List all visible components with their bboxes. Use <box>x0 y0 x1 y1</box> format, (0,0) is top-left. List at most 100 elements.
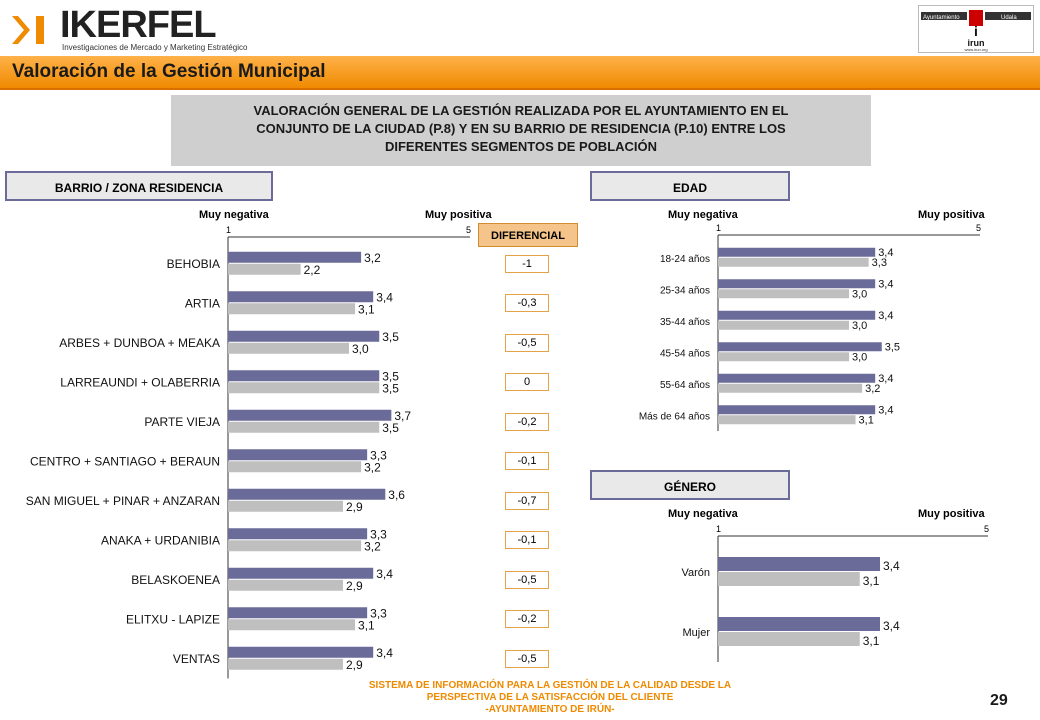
diferencial-value: 0 <box>505 373 549 392</box>
diferencial-value: -0,5 <box>505 333 549 352</box>
data-label: 3,5 <box>885 341 900 353</box>
ikerfel-logo-tagline: Investigaciones de Mercado y Marketing E… <box>62 43 248 52</box>
bar-series-b <box>718 257 869 267</box>
data-label: 3,3 <box>370 527 387 541</box>
data-label: 2,2 <box>304 263 321 277</box>
data-label: 2,9 <box>346 658 363 672</box>
irun-logo-url: www.irun.org <box>964 47 987 52</box>
category-label: 55-64 años <box>660 380 710 391</box>
irun-logo-name: irun <box>968 38 985 48</box>
subtitle-line: VALORACIÓN GENERAL DE LA GESTIÓN REALIZA… <box>253 103 789 118</box>
bar-series-a <box>228 370 380 382</box>
data-label: 3,1 <box>863 574 880 588</box>
axis-tick-min: 1 <box>226 225 231 235</box>
footer-line: PERSPECTIVA DE LA SATISFACCIÓN DEL CLIEN… <box>426 692 674 703</box>
scale-high-label: Muy positiva <box>918 508 985 520</box>
bar-series-a <box>228 251 362 263</box>
bar-series-b <box>718 289 849 299</box>
diferencial-value: -0,1 <box>505 531 549 550</box>
ikerfel-logo-word: IKERFEL <box>60 4 217 46</box>
bar-series-b <box>228 342 349 354</box>
data-label: 3,5 <box>382 381 399 395</box>
category-label: SAN MIGUEL + PINAR + ANZARAN <box>26 494 220 508</box>
data-label: 3,4 <box>883 559 900 573</box>
data-label: 3,4 <box>878 373 893 385</box>
category-label: ANAKA + URDANIBIA <box>101 533 220 547</box>
data-label: 3,7 <box>394 409 411 423</box>
bar-series-a <box>228 330 380 342</box>
data-label: 3,6 <box>388 488 405 502</box>
data-label: 3,2 <box>865 383 880 395</box>
category-label: PARTE VIEJA <box>144 415 220 429</box>
axis-tick-max: 5 <box>984 524 989 534</box>
data-label: 3,1 <box>358 618 375 632</box>
bar-series-b <box>228 579 343 591</box>
diferencial-value: -0,3 <box>505 294 549 313</box>
data-label: 3,0 <box>852 288 867 300</box>
bar-series-a <box>718 405 876 415</box>
footer-text: SISTEMA DE INFORMACIÓN PARA LA GESTIÓN D… <box>300 680 800 716</box>
axis-tick-min: 1 <box>716 524 721 534</box>
bar-series-b <box>228 658 343 670</box>
bar-series-a <box>228 488 386 500</box>
data-label: 3,5 <box>382 330 399 344</box>
irun-logo-top-right: Udala <box>1001 15 1017 21</box>
bar-series-b <box>718 383 863 393</box>
bar-series-b <box>718 352 849 362</box>
bar-series-a <box>228 567 374 579</box>
bar-series-b <box>718 572 860 586</box>
page-title: Valoración de la Gestión Municipal <box>12 61 326 82</box>
scale-high-label: Muy positiva <box>425 209 492 221</box>
bar-series-a <box>718 617 880 631</box>
bar-series-b <box>228 303 356 315</box>
data-label: 3,2 <box>364 460 381 474</box>
subtitle-line: CONJUNTO DE LA CIUDAD (P.8) Y EN SU BARR… <box>256 121 786 136</box>
data-label: 3,0 <box>852 351 867 363</box>
category-label: LARREAUNDI + OLABERRIA <box>60 375 220 389</box>
bar-series-a <box>228 449 368 461</box>
diferencial-header: DIFERENCIAL <box>478 223 578 247</box>
axis-tick-max: 5 <box>976 223 981 233</box>
bar-series-a <box>718 247 876 257</box>
bar-series-b <box>718 632 860 646</box>
bar-series-a <box>718 310 876 320</box>
bar-series-a <box>718 373 876 383</box>
data-label: 3,0 <box>852 320 867 332</box>
diferencial-value: -0,2 <box>505 412 549 431</box>
ikerfel-logo-mark <box>12 16 44 44</box>
category-label: 25-34 años <box>660 285 710 296</box>
subtitle: VALORACIÓN GENERAL DE LA GESTIÓN REALIZA… <box>171 102 871 156</box>
bar-series-b <box>228 382 380 394</box>
category-label: 18-24 años <box>660 254 710 265</box>
category-label: VENTAS <box>173 652 220 666</box>
diferencial-value: -0,5 <box>505 649 549 668</box>
section-genero: GÉNERO <box>590 470 790 500</box>
bar-series-b <box>718 415 856 425</box>
bar-series-a <box>228 291 374 303</box>
data-label: 3,1 <box>859 414 874 426</box>
footer-line: SISTEMA DE INFORMACIÓN PARA LA GESTIÓN D… <box>368 680 732 691</box>
scale-low-label: Muy negativa <box>668 508 738 520</box>
bar-series-b <box>228 619 356 631</box>
data-label: 3,0 <box>352 342 369 356</box>
category-label: CENTRO + SANTIAGO + BERAUN <box>30 454 220 468</box>
data-label: 3,4 <box>376 567 393 581</box>
diferencial-value: -0,5 <box>505 570 549 589</box>
bar-series-b <box>228 263 301 275</box>
data-label: 3,2 <box>364 539 381 553</box>
data-label: 3,4 <box>376 646 393 660</box>
category-label: BEHOBIA <box>167 257 220 271</box>
irun-logo-top-left: Ayuntamiento <box>923 15 960 21</box>
scale-low-label: Muy negativa <box>668 209 738 221</box>
diferencial-value: -0,2 <box>505 610 549 629</box>
data-label: 3,4 <box>878 247 893 259</box>
category-label: 45-54 años <box>660 348 710 359</box>
bar-series-a <box>718 557 880 571</box>
bar-series-b <box>228 540 362 552</box>
category-label: 35-44 años <box>660 317 710 328</box>
section-edad: EDAD <box>590 171 790 201</box>
bar-series-b <box>228 461 362 473</box>
bar-series-a <box>228 646 374 658</box>
